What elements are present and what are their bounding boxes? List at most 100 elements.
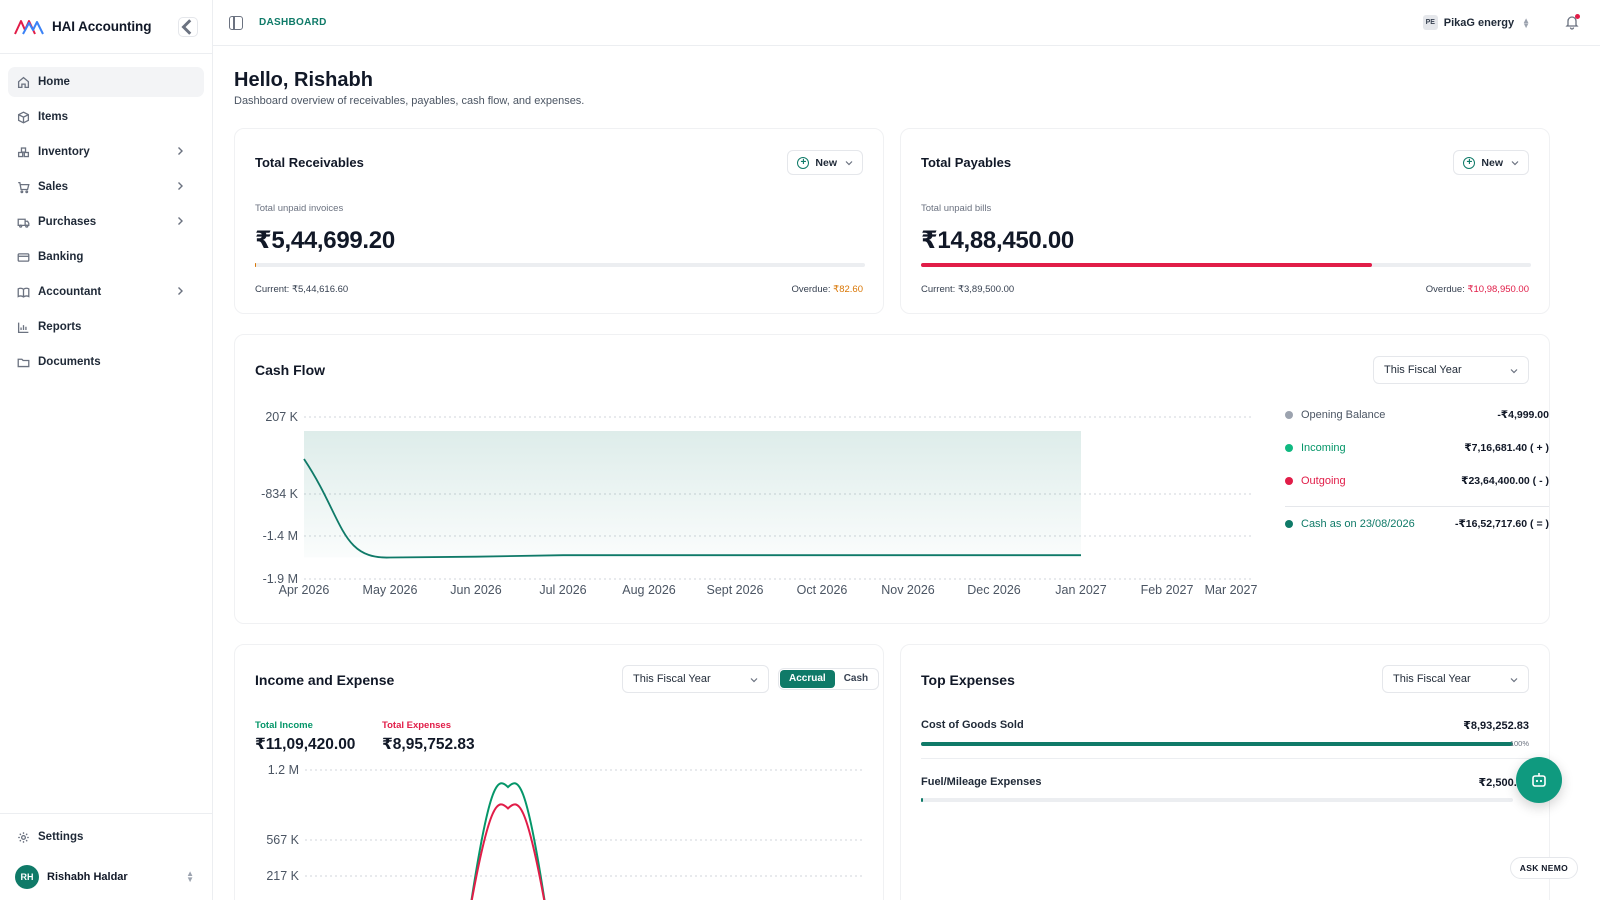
user-menu[interactable]: RH Rishabh Haldar ▲ ▼ — [8, 864, 204, 890]
accrual-toggle[interactable]: Accrual — [780, 670, 835, 688]
total-expenses-value: ₹8,95,752.83 — [382, 736, 475, 753]
cashflow-period-select[interactable]: This Fiscal Year — [1373, 356, 1529, 384]
sidebar-item-inventory[interactable]: Inventory — [8, 137, 204, 167]
sidebar-item-label: Reports — [38, 321, 82, 333]
expense-label: Fuel/Mileage Expenses — [921, 776, 1042, 788]
payables-amount: ₹14,88,450.00 — [921, 227, 1074, 254]
avatar: RH — [15, 865, 39, 889]
sidebar-item-purchases[interactable]: Purchases — [8, 207, 204, 237]
sidebar-item-label: Accountant — [38, 286, 102, 298]
top-expenses-title: Top Expenses — [921, 672, 1015, 688]
toggle-panel-icon[interactable] — [229, 15, 243, 30]
sidebar-item-reports[interactable]: Reports — [8, 312, 204, 342]
cash-toggle[interactable]: Cash — [843, 673, 869, 684]
payables-title: Total Payables — [921, 155, 1012, 170]
expense-line — [470, 803, 546, 900]
income-expense-card: Income and Expense This Fiscal Year Accr… — [234, 644, 884, 900]
plus-icon: + — [797, 156, 810, 169]
period-value: This Fiscal Year — [633, 673, 711, 685]
new-payable-button[interactable]: + New — [1453, 150, 1529, 175]
payables-overdue: Overdue: ₹10,98,950.00 — [1426, 284, 1529, 295]
cashflow-x-tick: Dec 2026 — [967, 583, 1021, 597]
ie-y-tick: 217 K — [266, 869, 299, 883]
chevron-right-icon — [178, 217, 183, 225]
sidebar-footer: Settings RH Rishabh Haldar ▲ ▼ — [0, 813, 212, 900]
topbar: DASHBOARD PE PikaG energy ▲ ▼ — [213, 0, 1600, 46]
expense-bar-fill — [921, 742, 1513, 746]
sidebar-item-label: Home — [38, 76, 70, 88]
income-expense-period-select[interactable]: This Fiscal Year — [622, 665, 769, 693]
legend-divider — [1285, 506, 1549, 507]
new-button-label: New — [815, 156, 837, 169]
payables-progress — [921, 263, 1531, 267]
cashflow-x-tick: Mar 2027 — [1205, 583, 1258, 597]
legend-label: Opening Balance — [1301, 409, 1386, 421]
chevron-updown-icon: ▲ ▼ — [1522, 15, 1530, 30]
plus-icon: + — [1463, 156, 1476, 169]
sidebar-item-label: Sales — [38, 181, 69, 193]
cashflow-y-tick: -1.9 M — [263, 572, 298, 586]
current-value: ₹5,44,616.60 — [291, 284, 349, 295]
cashflow-x-tick: Jun 2026 — [450, 583, 501, 597]
home-icon — [17, 76, 30, 88]
new-receivable-button[interactable]: + New — [787, 150, 863, 175]
bar-chart-icon — [17, 322, 29, 333]
period-value: This Fiscal Year — [1384, 364, 1462, 376]
expense-bar — [921, 798, 1513, 802]
box-icon — [17, 110, 30, 124]
sidebar-item-documents[interactable]: Documents — [8, 347, 204, 377]
receivables-amount: ₹5,44,699.20 — [255, 227, 395, 254]
cashflow-line — [303, 458, 1081, 559]
cashflow-x-tick: Oct 2026 — [797, 583, 848, 597]
sidebar-item-sales[interactable]: Sales — [8, 172, 204, 202]
cashflow-title: Cash Flow — [255, 362, 326, 378]
org-badge: PE — [1422, 15, 1438, 30]
chevron-down-icon — [1511, 160, 1519, 165]
chevron-down-icon — [1510, 678, 1518, 683]
sidebar-item-banking[interactable]: Banking — [8, 242, 204, 272]
sidebar-item-label: Documents — [38, 356, 101, 368]
cashflow-x-tick: Aug 2026 — [622, 583, 676, 597]
cashflow-x-tick: Apr 2026 — [279, 583, 330, 597]
legend-item: Incoming ₹7,16,681.40 ( + ) — [1285, 440, 1549, 456]
receivables-label: Total unpaid invoices — [255, 203, 344, 214]
legend-dot — [1285, 411, 1293, 419]
chevron-right-icon — [178, 287, 183, 295]
overdue-value: ₹10,98,950.00 — [1467, 284, 1529, 295]
gear-icon — [18, 831, 29, 843]
expense-bar — [921, 742, 1513, 746]
sidebar-item-items[interactable]: Items — [8, 102, 204, 132]
main-content: Hello, Rishabh Dashboard overview of rec… — [213, 47, 1600, 900]
ie-y-tick: 1.2 M — [268, 763, 299, 777]
sidebar-item-home[interactable]: Home — [8, 67, 204, 97]
sidebar-item-settings[interactable]: Settings — [8, 822, 204, 852]
collapse-sidebar-button[interactable] — [178, 17, 198, 37]
app-name: HAI Accounting — [52, 19, 152, 34]
ask-nemo-button[interactable] — [1516, 757, 1562, 803]
boxes-icon — [17, 146, 30, 157]
ask-nemo-label[interactable]: ASK NEMO — [1509, 857, 1578, 879]
legend-item: Cash as on 23/08/2026 -₹16,52,717.60 ( = … — [1285, 516, 1549, 532]
robot-icon — [1532, 773, 1546, 787]
row-divider — [921, 758, 1531, 759]
current-label: Current: — [255, 284, 290, 295]
sidebar-item-accountant[interactable]: Accountant — [8, 277, 204, 307]
income-line — [470, 782, 546, 900]
top-expenses-period-select[interactable]: This Fiscal Year — [1382, 665, 1529, 693]
folder-icon — [17, 358, 30, 367]
org-switcher[interactable]: PE PikaG energy ▲ ▼ — [1422, 15, 1530, 30]
payables-card: Total Payables + New Total unpaid bills … — [900, 128, 1550, 314]
ie-y-tick: 567 K — [266, 833, 299, 847]
legend-value: ₹7,16,681.40 ( + ) — [1464, 442, 1549, 454]
legend-dot — [1285, 477, 1293, 485]
cart-icon — [18, 181, 30, 193]
cashflow-y-tick: 207 K — [265, 410, 298, 424]
legend-label: Outgoing — [1301, 475, 1346, 487]
chevron-down-icon — [1510, 369, 1518, 374]
cashflow-x-tick: Jul 2026 — [539, 583, 586, 597]
new-button-label: New — [1481, 156, 1503, 169]
breadcrumb[interactable]: DASHBOARD — [259, 17, 327, 28]
income-expense-chart: 1.2 M 567 K 217 K — [266, 763, 865, 900]
sidebar-item-label: Banking — [38, 251, 84, 263]
notifications-button[interactable] — [1564, 14, 1580, 30]
